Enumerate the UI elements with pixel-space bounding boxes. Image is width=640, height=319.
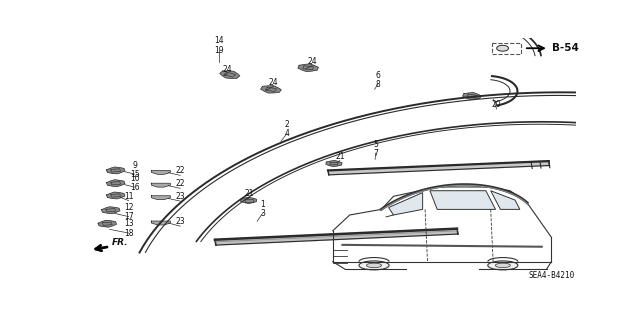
Text: 5
7: 5 7 <box>373 140 378 158</box>
Polygon shape <box>106 192 125 199</box>
Text: 1
3: 1 3 <box>260 200 265 218</box>
Polygon shape <box>241 197 257 204</box>
Text: 24: 24 <box>307 57 317 66</box>
Text: 21: 21 <box>335 152 345 161</box>
Text: 24: 24 <box>269 78 278 86</box>
Polygon shape <box>215 229 458 245</box>
Polygon shape <box>430 191 495 209</box>
Polygon shape <box>298 64 319 71</box>
Text: B-54: B-54 <box>552 43 579 53</box>
Polygon shape <box>220 71 240 78</box>
Text: 21: 21 <box>245 189 254 197</box>
Text: 11: 11 <box>124 192 133 201</box>
Polygon shape <box>326 160 342 167</box>
Ellipse shape <box>367 263 381 268</box>
Polygon shape <box>106 180 125 187</box>
Text: 23: 23 <box>175 217 185 226</box>
Ellipse shape <box>488 261 518 270</box>
Polygon shape <box>106 167 125 174</box>
Text: 20: 20 <box>492 100 502 109</box>
Polygon shape <box>102 207 120 214</box>
Polygon shape <box>388 193 422 215</box>
Polygon shape <box>151 183 170 187</box>
FancyBboxPatch shape <box>492 43 522 54</box>
Polygon shape <box>151 221 170 225</box>
Text: 9
15: 9 15 <box>130 160 140 179</box>
Ellipse shape <box>359 261 389 270</box>
Text: 14
19: 14 19 <box>214 36 224 55</box>
Polygon shape <box>463 93 481 100</box>
Text: FR.: FR. <box>112 238 129 247</box>
Polygon shape <box>491 191 520 209</box>
Text: 6
8: 6 8 <box>375 71 380 89</box>
Text: SEA4-B4210: SEA4-B4210 <box>529 271 575 280</box>
Text: 10
16: 10 16 <box>130 174 140 192</box>
Polygon shape <box>328 161 550 175</box>
Text: 23: 23 <box>175 192 185 201</box>
Ellipse shape <box>495 263 510 268</box>
Text: 22: 22 <box>175 167 185 175</box>
Polygon shape <box>151 170 170 174</box>
Text: 24: 24 <box>223 65 232 74</box>
Text: 13
18: 13 18 <box>124 219 133 238</box>
Polygon shape <box>151 196 170 200</box>
Text: 2
4: 2 4 <box>284 120 289 138</box>
Polygon shape <box>260 86 282 93</box>
Text: 22: 22 <box>175 180 185 189</box>
Circle shape <box>497 45 509 51</box>
Text: 12
17: 12 17 <box>124 203 133 221</box>
Polygon shape <box>98 220 116 227</box>
